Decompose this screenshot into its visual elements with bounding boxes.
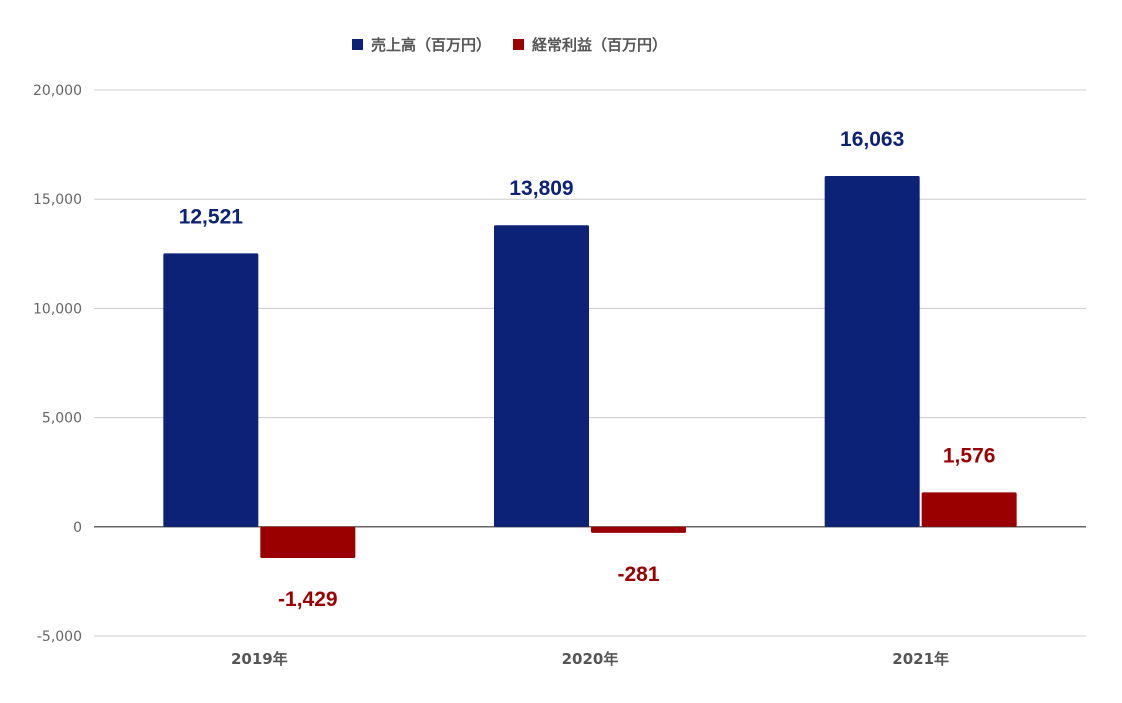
y-tick-label: 20,000 [33,83,82,99]
y-tick-label: 10,000 [33,301,82,317]
legend-swatch [513,39,524,50]
legend-label: 経常利益（百万円） [532,36,667,54]
data-label: 12,521 [179,205,244,228]
x-tick-label: 2019年 [231,650,288,668]
bar-sales [163,253,259,527]
bar-sales [494,225,589,527]
data-label: 16,063 [840,128,904,151]
data-label: 13,809 [509,177,573,200]
y-tick-label: 15,000 [33,192,82,208]
legend-swatch [352,39,363,50]
data-label: -281 [617,563,659,586]
bar-ordinary-profit [921,492,1017,527]
data-label: -1,429 [278,588,338,611]
legend-label: 売上高（百万円） [371,36,491,54]
x-tick-label: 2021年 [892,650,949,668]
bar-ordinary-profit [260,526,356,559]
y-tick-label: -5,000 [37,629,82,645]
bar-sales [824,175,920,527]
y-tick-label: 5,000 [42,411,82,427]
bar-ordinary-profit [591,526,686,533]
data-label: 1,576 [943,444,996,467]
y-tick-label: 0 [73,520,82,536]
x-tick-label: 2020年 [562,650,619,668]
